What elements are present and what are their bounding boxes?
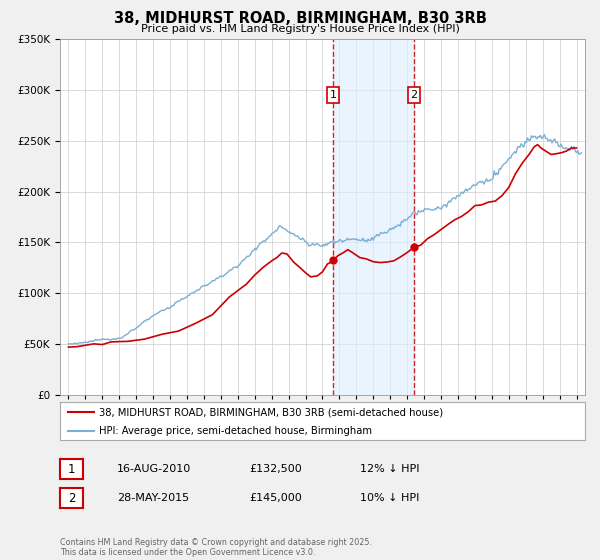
Text: 2: 2 [410, 90, 418, 100]
Text: 1: 1 [329, 90, 337, 100]
Text: Price paid vs. HM Land Registry's House Price Index (HPI): Price paid vs. HM Land Registry's House … [140, 24, 460, 34]
Text: £145,000: £145,000 [249, 493, 302, 503]
Text: £132,500: £132,500 [249, 464, 302, 474]
Bar [333, 39, 414, 395]
Text: 10% ↓ HPI: 10% ↓ HPI [360, 493, 419, 503]
Text: 16-AUG-2010: 16-AUG-2010 [117, 464, 191, 474]
Text: 28-MAY-2015: 28-MAY-2015 [117, 493, 189, 503]
Text: 38, MIDHURST ROAD, BIRMINGHAM, B30 3RB (semi-detached house): 38, MIDHURST ROAD, BIRMINGHAM, B30 3RB (… [100, 407, 443, 417]
Text: HPI: Average price, semi-detached house, Birmingham: HPI: Average price, semi-detached house,… [100, 426, 373, 436]
Text: 2: 2 [68, 492, 75, 505]
Text: 12% ↓ HPI: 12% ↓ HPI [360, 464, 419, 474]
Text: Contains HM Land Registry data © Crown copyright and database right 2025.
This d: Contains HM Land Registry data © Crown c… [60, 538, 372, 557]
Text: 38, MIDHURST ROAD, BIRMINGHAM, B30 3RB: 38, MIDHURST ROAD, BIRMINGHAM, B30 3RB [113, 11, 487, 26]
Text: 1: 1 [68, 463, 75, 476]
